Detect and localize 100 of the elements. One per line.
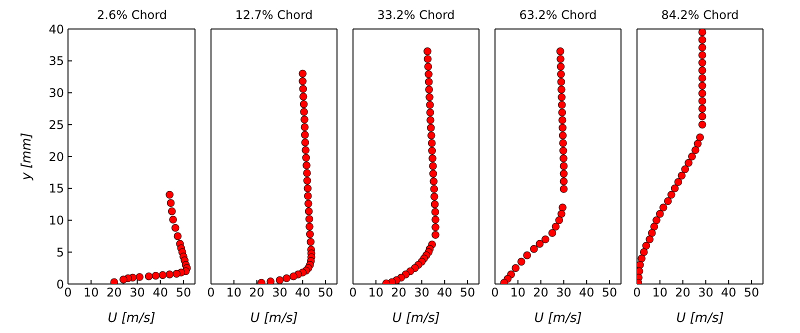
point xyxy=(688,152,696,160)
point xyxy=(429,170,438,178)
point xyxy=(560,177,568,186)
point xyxy=(558,210,566,218)
point xyxy=(425,86,433,94)
point xyxy=(642,242,650,250)
point xyxy=(306,222,314,231)
point xyxy=(558,108,566,116)
point xyxy=(169,216,177,224)
chart-title: 63.2% Chord xyxy=(518,8,598,22)
point xyxy=(305,215,314,223)
x-tick-label: 40 xyxy=(578,286,594,300)
x-tick-label: 10 xyxy=(226,286,242,300)
point xyxy=(276,276,284,284)
x-tick-label: 50 xyxy=(318,286,334,300)
point xyxy=(659,204,668,212)
point xyxy=(640,248,648,256)
point xyxy=(298,70,307,78)
point xyxy=(168,207,176,216)
x-tick-label: 20 xyxy=(391,286,406,300)
y-tick-label: 40 xyxy=(48,22,64,36)
point xyxy=(698,44,706,52)
y-tick-label: 35 xyxy=(48,54,64,68)
y-tick-label: 10 xyxy=(48,214,64,228)
point xyxy=(302,154,310,162)
point xyxy=(656,210,664,218)
x-tick-label: 40 xyxy=(294,286,310,300)
point xyxy=(559,139,567,148)
point xyxy=(136,273,144,281)
x-axis-title: U [m/s] xyxy=(250,311,298,326)
point xyxy=(432,231,440,239)
point xyxy=(556,55,564,63)
point xyxy=(560,162,568,170)
point xyxy=(426,100,434,109)
point xyxy=(428,139,436,148)
point xyxy=(670,184,679,192)
point xyxy=(424,62,432,71)
x-axis-title: U [m/s] xyxy=(108,311,156,326)
point xyxy=(698,36,706,44)
point xyxy=(300,100,308,108)
point xyxy=(698,97,706,105)
point xyxy=(110,278,118,284)
point xyxy=(698,58,706,67)
point xyxy=(426,108,434,116)
point xyxy=(667,190,676,199)
x-axis-title: U [m/s] xyxy=(534,311,582,326)
point xyxy=(304,207,313,216)
point xyxy=(158,271,167,279)
point xyxy=(266,278,274,284)
x-tick-label: 50 xyxy=(744,286,760,300)
x-tick-label: 30 xyxy=(556,286,572,300)
point xyxy=(303,169,311,177)
point xyxy=(698,104,706,113)
point xyxy=(678,172,686,180)
point xyxy=(144,272,153,280)
point xyxy=(548,229,556,237)
point xyxy=(652,216,660,224)
point xyxy=(303,176,312,185)
point xyxy=(560,154,568,162)
point xyxy=(637,260,644,269)
point xyxy=(681,165,690,174)
point xyxy=(698,66,706,74)
point xyxy=(166,270,174,278)
point xyxy=(698,112,706,120)
chart-title: 2.6% Chord xyxy=(96,8,168,22)
point xyxy=(684,158,692,167)
point xyxy=(557,78,566,86)
chart-title: 33.2% Chord xyxy=(376,8,456,22)
y-tick-label: 25 xyxy=(48,118,64,132)
x-tick-label: 30 xyxy=(698,286,714,300)
point xyxy=(698,89,706,98)
x-tick-label: 0 xyxy=(491,286,499,300)
point xyxy=(300,108,308,116)
point xyxy=(558,132,567,140)
x-tick-label: 30 xyxy=(414,286,430,300)
x-tick-label: 0 xyxy=(633,286,641,300)
chart-title: 12.7% Chord xyxy=(234,8,314,22)
point xyxy=(174,232,182,240)
point xyxy=(646,235,654,244)
x-tick-label: 10 xyxy=(652,286,668,300)
point xyxy=(426,124,435,132)
chart-title: 84.2% Chord xyxy=(660,8,740,22)
point xyxy=(166,190,174,199)
point xyxy=(424,70,432,78)
point xyxy=(692,146,700,154)
point xyxy=(557,70,565,78)
point xyxy=(556,62,565,71)
point xyxy=(542,235,550,244)
point xyxy=(171,224,180,232)
point xyxy=(558,204,566,212)
point xyxy=(152,272,160,280)
point xyxy=(558,124,566,132)
point xyxy=(698,51,706,60)
point xyxy=(696,133,704,142)
x-tick-label: 10 xyxy=(368,286,384,300)
x-tick-label: 50 xyxy=(460,286,476,300)
y-axis-title: y [mm] xyxy=(20,132,35,182)
point xyxy=(300,116,308,124)
point xyxy=(558,116,566,124)
point xyxy=(638,254,646,262)
